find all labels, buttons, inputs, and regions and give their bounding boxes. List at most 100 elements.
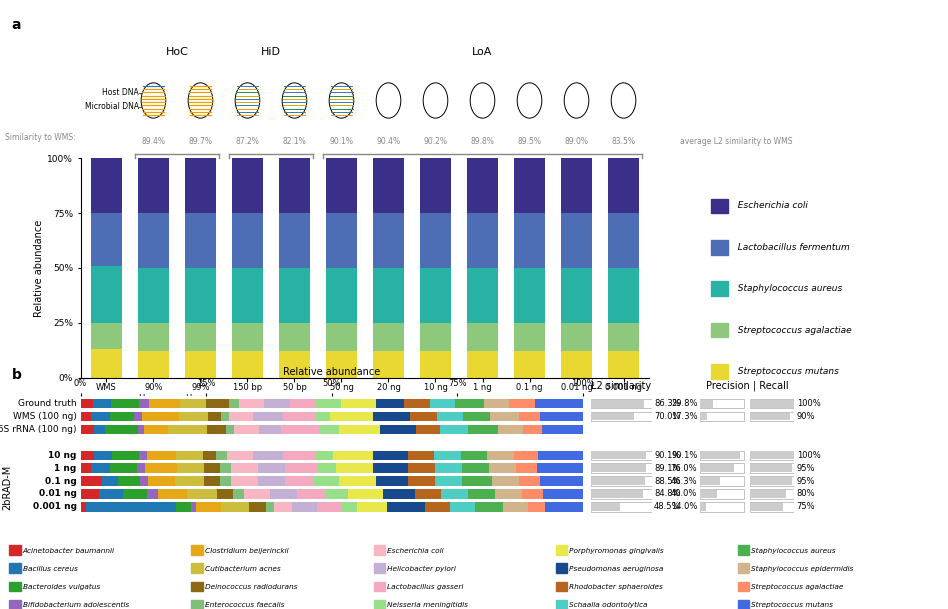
Bar: [204, 463, 220, 473]
Text: 90.1%: 90.1%: [654, 451, 681, 460]
Bar: [750, 476, 794, 486]
Bar: [110, 463, 137, 473]
Bar: [253, 412, 283, 421]
Bar: [340, 399, 376, 408]
Bar: [489, 463, 516, 473]
Bar: [609, 158, 639, 213]
Bar: [373, 412, 410, 421]
Bar: [290, 399, 316, 408]
Text: HoC: HoC: [166, 47, 189, 57]
Text: 75%: 75%: [796, 502, 815, 512]
Bar: [561, 351, 592, 378]
Bar: [467, 424, 498, 434]
Bar: [280, 323, 310, 351]
Bar: [483, 399, 509, 408]
Bar: [297, 489, 326, 499]
Bar: [342, 502, 356, 512]
Bar: [94, 451, 113, 460]
X-axis label: Relative abundance: Relative abundance: [283, 367, 380, 377]
Bar: [609, 268, 639, 323]
Text: Staphylococcus aureus: Staphylococcus aureus: [732, 284, 842, 293]
Bar: [750, 502, 794, 512]
Text: Ground truth: Ground truth: [18, 399, 77, 408]
Bar: [475, 502, 502, 512]
Text: 10 ng: 10 ng: [48, 451, 77, 460]
Bar: [281, 424, 319, 434]
Bar: [148, 476, 174, 486]
Text: Staphylococcus aureus: Staphylococcus aureus: [751, 547, 835, 554]
Bar: [509, 399, 535, 408]
Bar: [522, 424, 542, 434]
Text: Microbial DNA: Microbial DNA: [84, 102, 138, 111]
Bar: [234, 424, 259, 434]
Bar: [535, 399, 583, 408]
Bar: [185, 268, 216, 323]
Text: LoA: LoA: [472, 47, 493, 57]
Bar: [495, 489, 521, 499]
Bar: [591, 489, 652, 499]
Bar: [316, 399, 340, 408]
Bar: [100, 489, 123, 499]
Bar: [226, 424, 234, 434]
Bar: [134, 412, 141, 421]
Bar: [284, 476, 315, 486]
Bar: [137, 463, 145, 473]
Bar: [420, 323, 450, 351]
Bar: [118, 476, 139, 486]
Text: Acinetobacter baumannii: Acinetobacter baumannii: [23, 547, 115, 554]
Bar: [150, 399, 180, 408]
Bar: [315, 451, 333, 460]
Bar: [206, 399, 228, 408]
Text: 90.4%: 90.4%: [376, 137, 401, 146]
Bar: [514, 451, 538, 460]
Bar: [185, 158, 216, 213]
Bar: [750, 451, 794, 459]
Bar: [292, 502, 317, 512]
Bar: [169, 424, 207, 434]
Bar: [180, 399, 206, 408]
Bar: [420, 351, 450, 378]
Bar: [280, 351, 310, 378]
Bar: [516, 463, 538, 473]
Bar: [528, 502, 545, 512]
Text: 80%: 80%: [796, 490, 815, 498]
Bar: [111, 399, 139, 408]
Text: WMS (100 ng): WMS (100 ng): [12, 412, 77, 421]
Bar: [514, 323, 545, 351]
Bar: [232, 213, 263, 268]
Bar: [700, 451, 744, 460]
Bar: [91, 158, 121, 213]
Bar: [464, 412, 490, 421]
Bar: [700, 502, 744, 512]
Bar: [123, 489, 147, 499]
Text: Staphylococcus epidermidis: Staphylococcus epidermidis: [751, 566, 853, 572]
Text: 89.4%: 89.4%: [141, 137, 166, 146]
Text: Enterococcus faecalis: Enterococcus faecalis: [205, 602, 284, 608]
Text: 89.0%: 89.0%: [564, 137, 589, 146]
Bar: [420, 268, 450, 323]
Bar: [315, 476, 338, 486]
Bar: [521, 489, 543, 499]
Bar: [374, 213, 404, 268]
Text: 29.8%: 29.8%: [671, 399, 698, 408]
Bar: [94, 424, 105, 434]
Bar: [176, 502, 191, 512]
Bar: [700, 503, 706, 511]
Bar: [380, 424, 415, 434]
Text: Deinococcus radiodurans: Deinococcus radiodurans: [205, 584, 298, 590]
Bar: [338, 476, 376, 486]
Bar: [81, 476, 102, 486]
Bar: [700, 463, 744, 473]
Bar: [700, 489, 744, 499]
Bar: [113, 451, 139, 460]
Text: Porphyromonas gingivalis: Porphyromonas gingivalis: [569, 547, 664, 554]
Bar: [374, 158, 404, 213]
Text: 0.001 ng: 0.001 ng: [32, 502, 77, 512]
Bar: [542, 424, 583, 434]
Bar: [283, 412, 315, 421]
Text: Similarity to WMS:: Similarity to WMS:: [6, 133, 76, 141]
Text: 87.2%: 87.2%: [235, 137, 260, 146]
Text: Rhodobacter sphaeroides: Rhodobacter sphaeroides: [569, 584, 663, 590]
Bar: [284, 463, 317, 473]
Bar: [435, 476, 462, 486]
